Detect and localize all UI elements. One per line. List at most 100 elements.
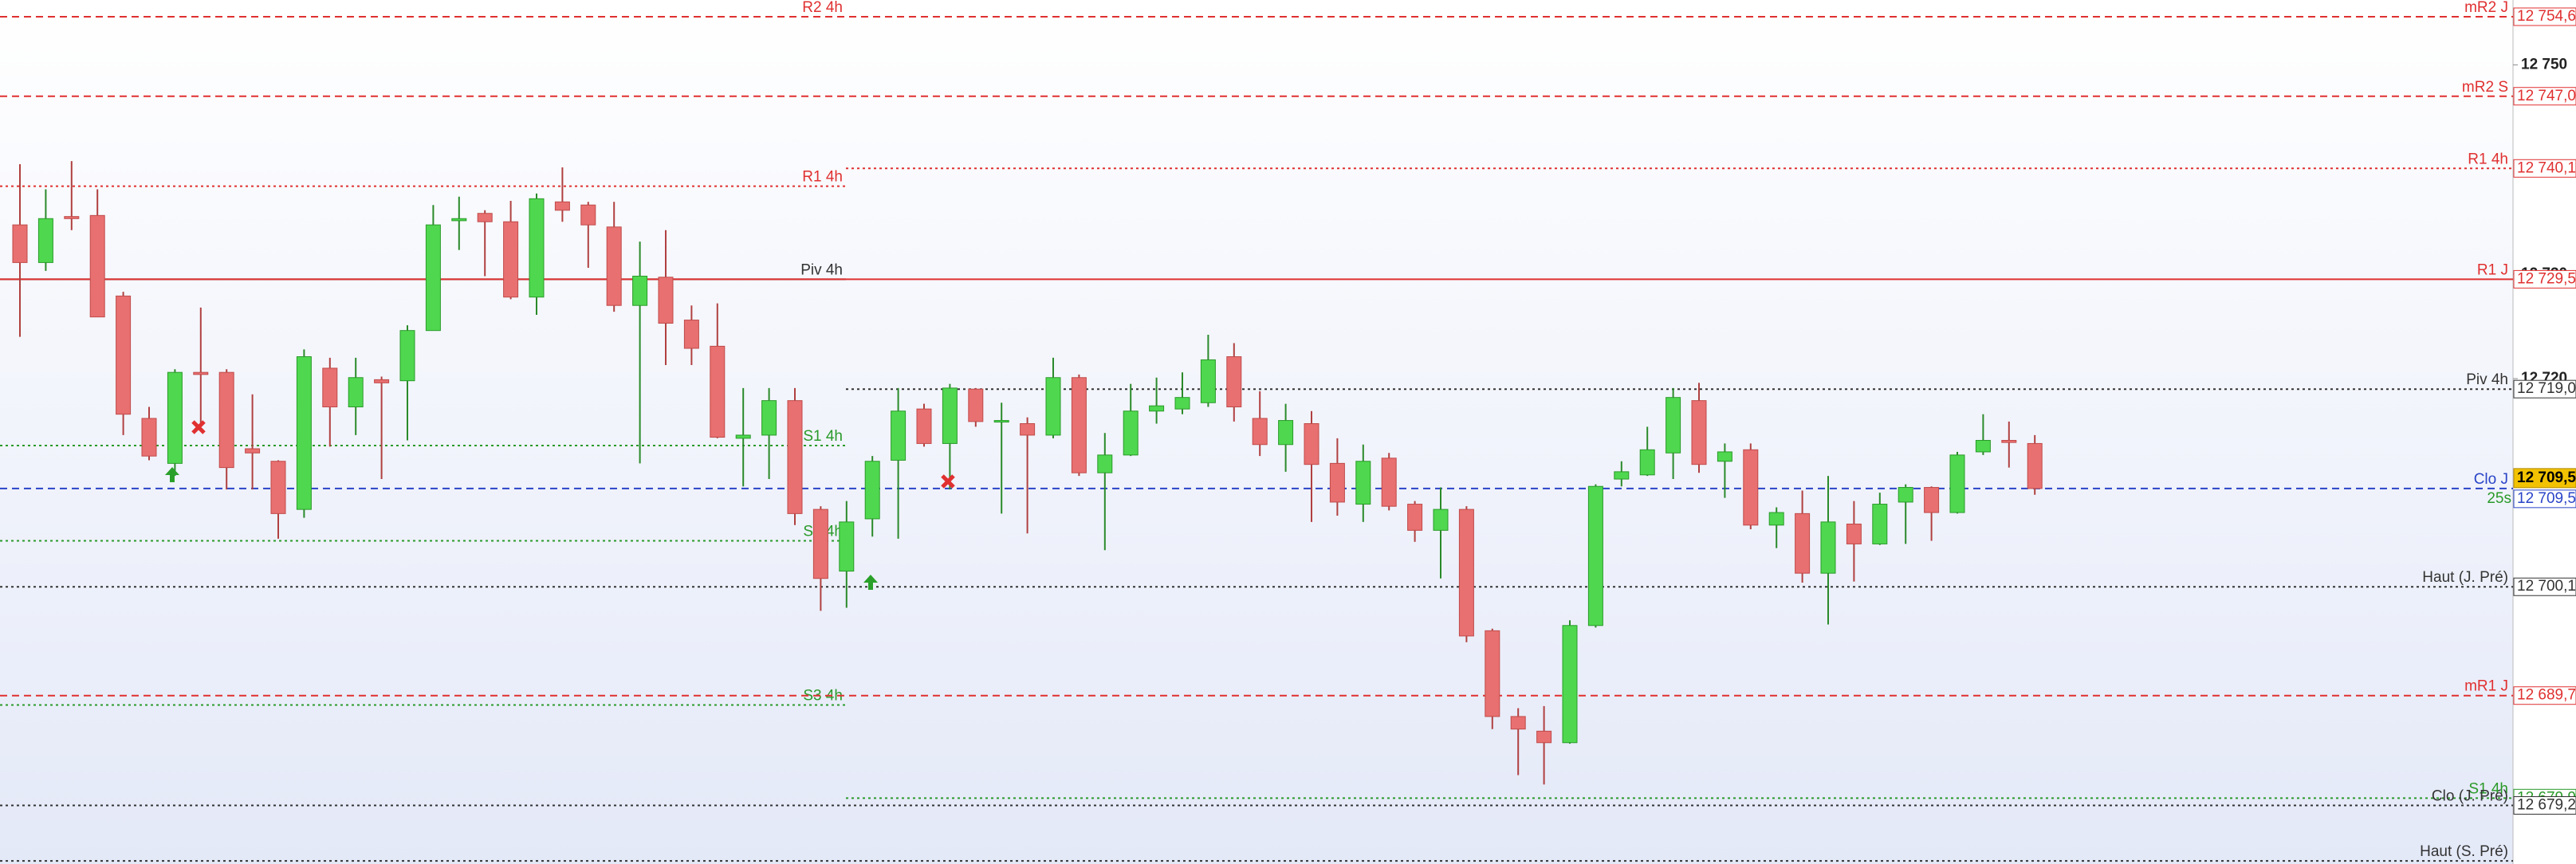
candle-body bbox=[1666, 397, 1681, 454]
candle-body bbox=[1975, 439, 1991, 453]
candle-body bbox=[554, 201, 570, 211]
price-label: 12 754,6 bbox=[2517, 8, 2576, 25]
candle-body bbox=[1381, 458, 1397, 507]
signal-markers bbox=[165, 420, 955, 590]
candle-body bbox=[761, 400, 777, 436]
candle-body bbox=[787, 400, 803, 514]
candle-body bbox=[1045, 377, 1061, 436]
candle-body bbox=[1458, 509, 1474, 637]
candle-body bbox=[12, 224, 28, 263]
candle-body bbox=[296, 356, 312, 510]
level-label: S1 4h bbox=[2468, 780, 2508, 797]
candle-body bbox=[37, 218, 53, 263]
candle-body bbox=[2027, 442, 2043, 489]
candle-body bbox=[812, 509, 828, 579]
price-box bbox=[2513, 796, 2576, 815]
candle-body bbox=[891, 410, 907, 461]
sell-cross bbox=[191, 420, 206, 434]
candle-body bbox=[1149, 405, 1165, 412]
candle-body bbox=[2001, 439, 2017, 443]
candle-body bbox=[916, 408, 932, 444]
candle-body bbox=[425, 224, 441, 332]
pivot-label: R1 4h bbox=[802, 169, 843, 186]
level-label: Clo J bbox=[2474, 471, 2508, 488]
candle-body bbox=[1174, 397, 1190, 410]
price-box bbox=[2513, 577, 2576, 596]
price-label: 12 700,1 bbox=[2517, 578, 2576, 595]
candle-body bbox=[1510, 716, 1526, 730]
price-label: 12 747,0 bbox=[2517, 88, 2576, 104]
candle-body bbox=[1433, 509, 1449, 531]
candle-body bbox=[1278, 420, 1294, 446]
candle-body bbox=[942, 387, 958, 444]
candle-body bbox=[64, 216, 80, 219]
candle-body bbox=[451, 218, 467, 222]
candle-body bbox=[1614, 471, 1630, 480]
candle-body bbox=[1820, 521, 1836, 574]
candle-body bbox=[374, 379, 390, 383]
candle-body bbox=[839, 521, 855, 572]
current-price-box bbox=[2513, 468, 2576, 489]
price-box bbox=[2513, 7, 2576, 26]
candle-body bbox=[1949, 454, 1965, 513]
level-label: mR2 S bbox=[2462, 79, 2508, 96]
candle-body bbox=[1097, 454, 1113, 473]
y-tick-label: 12 750 bbox=[2521, 56, 2567, 73]
candle-body bbox=[1846, 523, 1862, 544]
candle-body bbox=[503, 221, 519, 298]
price-label: 12 679,2 bbox=[2517, 797, 2576, 814]
level-label: Haut (S. Pré) bbox=[2420, 843, 2508, 860]
candle-body bbox=[1485, 630, 1500, 717]
candle-body bbox=[193, 371, 209, 375]
candle-body bbox=[116, 295, 132, 415]
candle-body bbox=[683, 320, 699, 349]
pivot-label: S1 4h bbox=[803, 428, 843, 445]
price-label: 12 709,5 bbox=[2517, 490, 2576, 507]
candle-body bbox=[1898, 487, 1913, 503]
candle-body bbox=[632, 275, 648, 306]
level-label: R1 J bbox=[2477, 261, 2508, 278]
candle-body bbox=[1795, 513, 1811, 574]
price-box bbox=[2513, 269, 2576, 289]
candle-body bbox=[606, 226, 622, 306]
candle-body bbox=[1587, 485, 1603, 626]
candle-body bbox=[1226, 356, 1242, 408]
candle-body bbox=[1768, 512, 1784, 526]
candle-body bbox=[1924, 487, 1940, 513]
candle-body bbox=[1562, 625, 1578, 744]
candle-body bbox=[735, 434, 751, 439]
current-price-label: 12 709,5 bbox=[2517, 469, 2576, 486]
pivot-label: S3 4h bbox=[803, 688, 843, 705]
level-label: Piv 4h bbox=[2466, 371, 2508, 388]
candle-body bbox=[1407, 504, 1423, 531]
candle-body bbox=[1717, 451, 1732, 462]
candle-body bbox=[1355, 461, 1371, 505]
candle-body bbox=[477, 213, 493, 222]
price-box bbox=[2513, 159, 2576, 178]
candle-body bbox=[141, 418, 157, 457]
candle-body bbox=[1020, 423, 1036, 436]
level-label: R1 4h bbox=[2468, 151, 2508, 167]
candle-body bbox=[1639, 449, 1655, 476]
price-box bbox=[2513, 87, 2576, 106]
price-box bbox=[2513, 489, 2576, 509]
level-label: mR1 J bbox=[2464, 678, 2508, 695]
candle-body bbox=[658, 277, 674, 324]
candle-body bbox=[1304, 423, 1319, 465]
candle-body bbox=[348, 377, 364, 408]
buy-arrow bbox=[165, 467, 179, 482]
candle-body bbox=[245, 448, 261, 454]
sell-cross bbox=[941, 474, 955, 489]
price-label: 12 689,7 bbox=[2517, 687, 2576, 704]
candle-body bbox=[1252, 418, 1268, 446]
level-label: mR2 J bbox=[2464, 0, 2508, 16]
candle-body bbox=[993, 420, 1009, 423]
price-label: 12 740,1 bbox=[2517, 159, 2576, 176]
level-label: Haut (J. Pré) bbox=[2422, 569, 2508, 586]
candle-body bbox=[1536, 730, 1552, 744]
candle-body bbox=[399, 330, 415, 382]
candle-body bbox=[1200, 359, 1216, 403]
candle-body bbox=[1743, 449, 1759, 526]
candle-body bbox=[1071, 377, 1087, 473]
candle-body bbox=[1329, 462, 1345, 503]
